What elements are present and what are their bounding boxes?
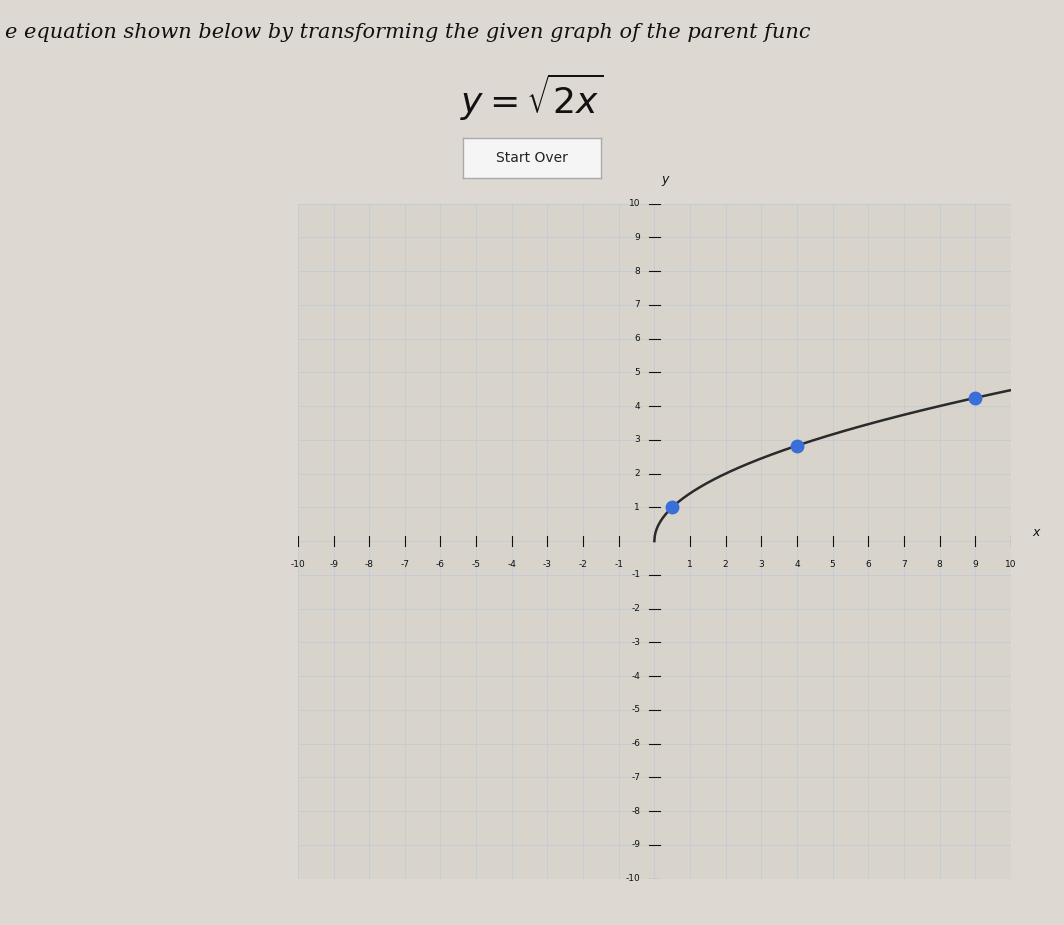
Text: -2: -2	[631, 604, 641, 613]
Text: 2: 2	[722, 560, 729, 569]
Text: 10: 10	[1005, 560, 1016, 569]
Text: 7: 7	[901, 560, 907, 569]
Text: 9: 9	[972, 560, 978, 569]
Text: 6: 6	[865, 560, 871, 569]
Text: 5: 5	[830, 560, 835, 569]
Text: 4: 4	[794, 560, 800, 569]
Text: -8: -8	[631, 807, 641, 816]
Text: 2: 2	[634, 469, 641, 478]
Text: 9: 9	[634, 233, 641, 241]
Text: -2: -2	[579, 560, 587, 569]
Text: 3: 3	[634, 436, 641, 444]
Text: -8: -8	[365, 560, 373, 569]
Text: Start Over: Start Over	[496, 151, 568, 165]
Text: -6: -6	[631, 739, 641, 748]
Text: 7: 7	[634, 301, 641, 309]
Text: y: y	[662, 173, 669, 186]
Text: -3: -3	[543, 560, 552, 569]
Text: -7: -7	[631, 773, 641, 782]
Text: e equation shown below by transforming the given graph of the parent func: e equation shown below by transforming t…	[5, 23, 811, 43]
Text: x: x	[1032, 526, 1040, 539]
Text: -5: -5	[631, 706, 641, 714]
Text: 6: 6	[634, 334, 641, 343]
Text: -4: -4	[631, 672, 641, 681]
Text: 4: 4	[634, 401, 641, 411]
Text: -4: -4	[508, 560, 516, 569]
Text: -10: -10	[626, 874, 641, 883]
Text: 3: 3	[759, 560, 764, 569]
Text: -5: -5	[471, 560, 481, 569]
Text: 5: 5	[634, 368, 641, 376]
Text: 8: 8	[936, 560, 943, 569]
Text: 10: 10	[629, 199, 641, 208]
Text: 1: 1	[687, 560, 693, 569]
Text: $y = \sqrt{2x}$: $y = \sqrt{2x}$	[461, 71, 603, 123]
Text: -10: -10	[290, 560, 305, 569]
Text: 1: 1	[634, 503, 641, 512]
Text: -1: -1	[631, 571, 641, 579]
Text: -1: -1	[614, 560, 624, 569]
Text: -6: -6	[436, 560, 445, 569]
Text: -3: -3	[631, 638, 641, 647]
Text: -9: -9	[631, 841, 641, 849]
Text: -9: -9	[329, 560, 338, 569]
Text: -7: -7	[400, 560, 410, 569]
Text: 8: 8	[634, 266, 641, 276]
